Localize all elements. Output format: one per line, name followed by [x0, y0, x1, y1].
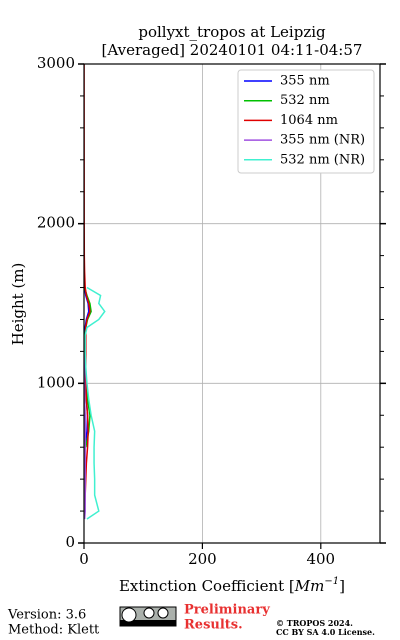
legend-label: 355 nm (NR) [280, 133, 365, 148]
series-line [84, 286, 106, 520]
y-axis-label: Height (m) [9, 263, 27, 346]
legend-label: 532 nm [280, 93, 330, 108]
y-tick-label: 1000 [37, 373, 75, 391]
x-label-exponent: −1 [324, 576, 339, 587]
x-label-text: Extinction Coefficient [ [119, 577, 295, 595]
copyright: © TROPOS 2024. [276, 618, 353, 628]
plot-frame [83, 63, 381, 544]
method: Method: Klett [8, 623, 100, 638]
legend-label: 532 nm (NR) [280, 152, 365, 167]
chart-title: [Averaged] 20240101 04:11-04:57 [102, 41, 363, 59]
x-axis-label: Extinction Coefficient [Mm−1] [119, 576, 345, 596]
copyright: CC BY SA 4.0 License. [276, 627, 375, 637]
y-tick-label: 0 [65, 533, 75, 551]
x-tick-label: 400 [306, 550, 335, 568]
x-label-close: ] [339, 577, 345, 595]
y-tick-label: 2000 [37, 214, 75, 232]
chart-title: pollyxt_tropos at Leipzig [138, 23, 326, 41]
legend-box [237, 69, 375, 174]
version: Version: 3.6 [7, 608, 86, 623]
x-label-unit: Mm [294, 577, 325, 595]
legend-label: 355 nm [280, 74, 330, 89]
legend-label: 1064 nm [280, 113, 338, 128]
license-logo [119, 606, 177, 627]
x-tick-label: 200 [188, 550, 217, 568]
x-tick-label: 0 [79, 550, 89, 568]
notice: Preliminary [184, 603, 270, 618]
y-tick-label: 3000 [37, 54, 75, 72]
notice: Results. [184, 618, 243, 633]
